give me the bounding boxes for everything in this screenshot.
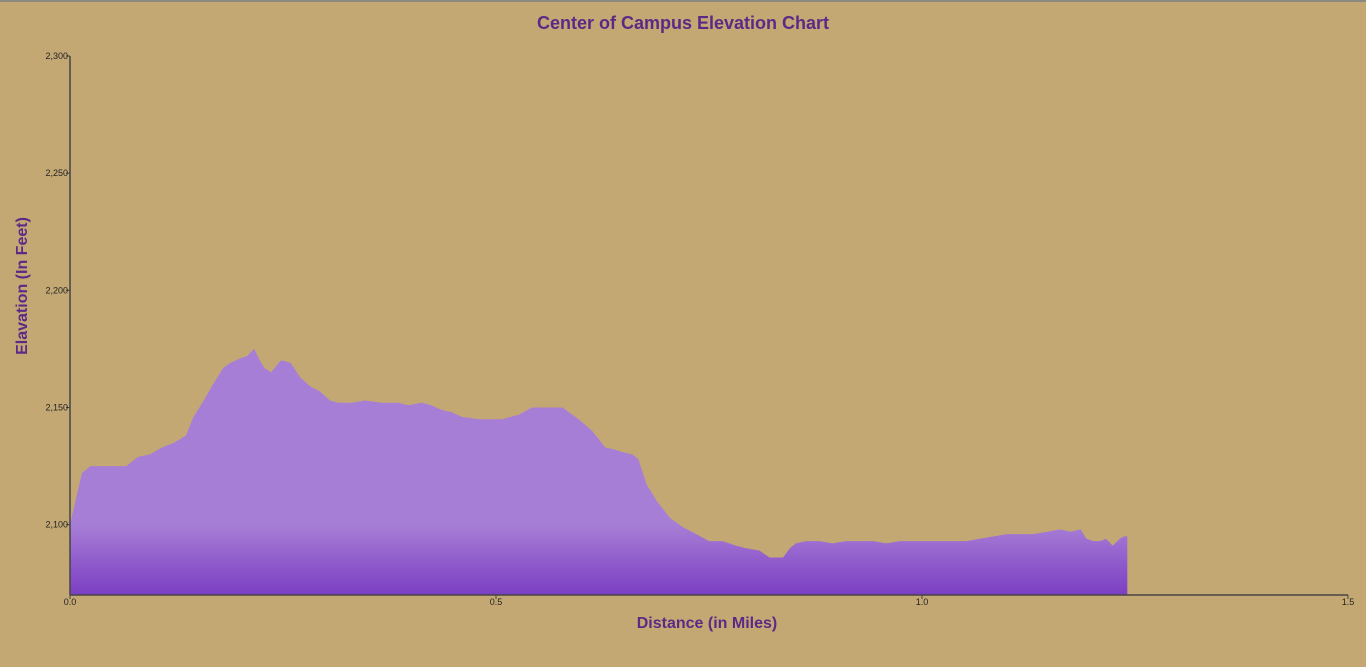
- y-tick-label: 2,150: [45, 403, 68, 413]
- elevation-area: [70, 348, 1128, 595]
- y-tick-label: 2,100: [45, 520, 68, 530]
- y-tick-label: 2,250: [45, 168, 68, 178]
- x-tick-label: 1.0: [916, 597, 929, 607]
- top-border: [0, 0, 1366, 2]
- x-axis: 0.0 0.5 1.0 1.5: [64, 594, 1355, 607]
- y-axis-label: Elavation (In Feet): [14, 217, 31, 355]
- x-tick-label: 0.0: [64, 597, 77, 607]
- x-tick-label: 0.5: [490, 597, 503, 607]
- y-tick-label: 2,200: [45, 285, 68, 295]
- y-axis: 2,100 2,150 2,200 2,250 2,300: [45, 51, 71, 595]
- plot-area: [70, 348, 1128, 595]
- x-axis-label: Distance (in Miles): [637, 615, 777, 632]
- chart-title: Center of Campus Elevation Chart: [537, 13, 829, 33]
- x-tick-label: 1.5: [1342, 597, 1355, 607]
- y-tick-label: 2,300: [45, 51, 68, 61]
